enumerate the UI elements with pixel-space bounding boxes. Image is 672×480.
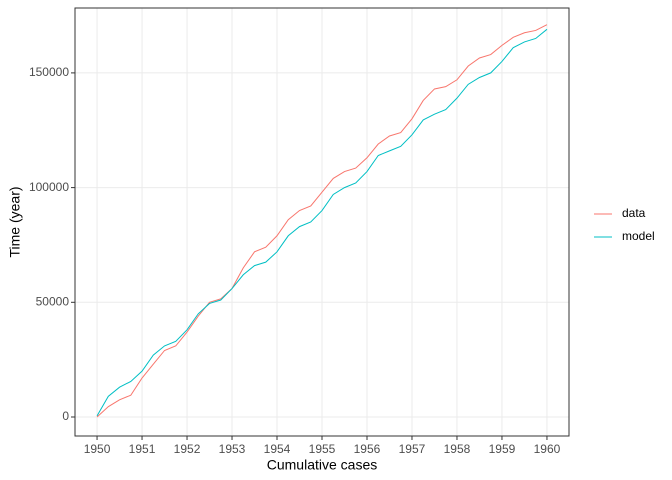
x-axis-title: Cumulative cases (267, 457, 378, 473)
data-line (96, 24, 548, 418)
x-tick-label: 1960 (534, 442, 561, 456)
x-tick-label: 1950 (84, 442, 111, 456)
x-tick-label: 1953 (219, 442, 246, 456)
x-tick-label: 1955 (309, 442, 336, 456)
x-tick-label: 1954 (264, 442, 291, 456)
panel-border (74, 7, 570, 437)
y-tick-label: 150000 (29, 65, 69, 79)
x-tick-label: 1951 (129, 442, 156, 456)
y-tick-label: 50000 (36, 294, 70, 308)
x-tick-label: 1958 (444, 442, 471, 456)
y-tick-label: 100000 (29, 180, 69, 194)
x-tick-label: 1957 (399, 442, 426, 456)
data-line (96, 28, 548, 417)
y-axis-title: Time (year) (7, 186, 23, 257)
x-tick-label: 1956 (354, 442, 381, 456)
legend-label: data (622, 206, 646, 220)
x-tick-label: 1959 (489, 442, 516, 456)
x-tick-label: 1952 (174, 442, 201, 456)
legend-label: model (622, 229, 655, 243)
y-tick-label: 0 (62, 409, 69, 423)
